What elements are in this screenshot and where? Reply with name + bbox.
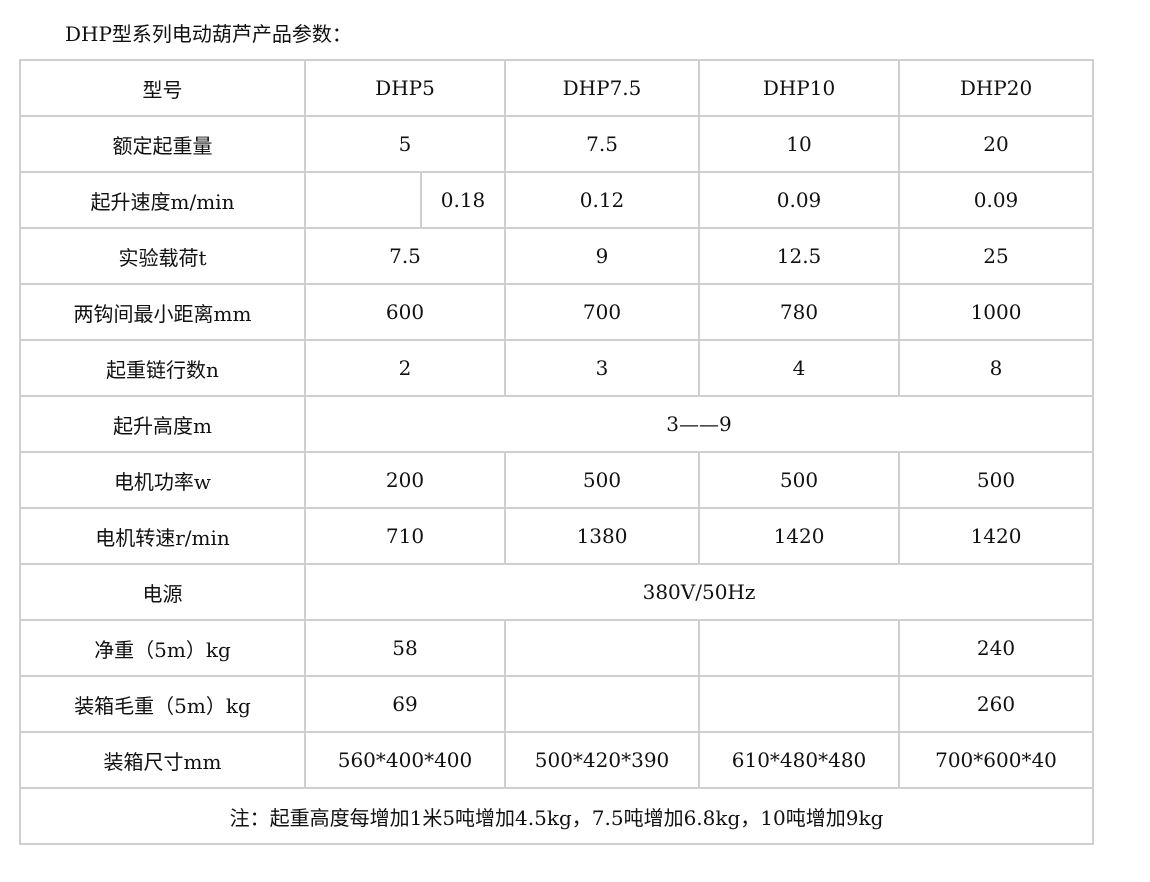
table-row: 实验载荷t 7.5 9 12.5 25 — [19, 227, 1095, 285]
value-cell — [698, 619, 901, 677]
product-parameters-table: 型号 DHP5 DHP7.5 DHP10 DHP20 额定起重量 5 7.5 10 20… — [18, 59, 1095, 845]
value-cell: 4 — [698, 339, 901, 397]
value-cell: 3 — [504, 339, 701, 397]
value-cell: 25 — [898, 227, 1095, 285]
value-cell: 58 — [303, 619, 507, 677]
row-label: 两钩间最小距离mm — [19, 283, 306, 341]
row-label: 装箱毛重（5m）kg — [19, 675, 306, 733]
value-cell — [504, 675, 701, 733]
value-cell: 0.09 — [698, 171, 901, 229]
value-cell: 260 — [898, 675, 1095, 733]
value-cell — [698, 675, 901, 733]
table-row: 装箱毛重（5m）kg 69 260 — [19, 675, 1095, 733]
table-header-row: 型号 DHP5 DHP7.5 DHP10 DHP20 — [19, 59, 1095, 117]
value-cell: 0.09 — [898, 171, 1095, 229]
value-cell: 0.18 — [419, 171, 507, 229]
row-label: 装箱尺寸mm — [19, 731, 306, 789]
value-cell: 500 — [504, 451, 701, 509]
value-cell: 500 — [898, 451, 1095, 509]
table-row: 两钩间最小距离mm 600 700 780 1000 — [19, 283, 1095, 341]
merged-value-cell: 380V/50Hz — [303, 563, 1095, 621]
header-label: 型号 — [19, 59, 306, 117]
model-header: DHP7.5 — [504, 59, 701, 117]
value-cell: 700*600*40 — [898, 731, 1095, 789]
table-row: 装箱尺寸mm 560*400*400 500*420*390 610*480*480 7… — [19, 731, 1095, 789]
value-cell: 240 — [898, 619, 1095, 677]
value-cell: 200 — [303, 451, 507, 509]
row-label: 起重链行数n — [19, 339, 306, 397]
value-cell — [504, 619, 701, 677]
value-cell: 780 — [698, 283, 901, 341]
value-cell: 710 — [303, 507, 507, 565]
value-cell: 610*480*480 — [698, 731, 901, 789]
model-header: DHP20 — [898, 59, 1095, 117]
row-label: 净重（5m）kg — [19, 619, 306, 677]
table-row: 电机功率w 200 500 500 500 — [19, 451, 1095, 509]
note-row: 注：起重高度每增加1米5吨增加4.5kg，7.5吨增加6.8kg，10吨增加9k… — [18, 787, 1095, 845]
row-label: 起升速度m/min — [19, 171, 306, 229]
value-cell: 500*420*390 — [504, 731, 701, 789]
value-cell: 2 — [303, 339, 507, 397]
table-row: 额定起重量 5 7.5 10 20 — [19, 115, 1095, 173]
value-cell: 1420 — [698, 507, 901, 565]
value-cell: 500 — [698, 451, 901, 509]
value-cell: 9 — [504, 227, 701, 285]
table-row: 起升高度m 3——9 — [19, 395, 1095, 453]
value-cell: 560*400*400 — [303, 731, 507, 789]
value-cell: 0.12 — [504, 171, 701, 229]
row-label: 电源 — [19, 563, 306, 621]
model-header: DHP10 — [698, 59, 901, 117]
merged-value-cell: 3——9 — [303, 395, 1095, 453]
value-cell: 700 — [504, 283, 701, 341]
value-cell: 1000 — [898, 283, 1095, 341]
row-label: 电机转速r/min — [19, 507, 306, 565]
value-cell: 1420 — [898, 507, 1095, 565]
value-cell: 69 — [303, 675, 507, 733]
table-row: 电机转速r/min 710 1380 1420 1420 — [19, 507, 1095, 565]
table-row: 起重链行数n 2 3 4 8 — [19, 339, 1095, 397]
value-cell: 12.5 — [698, 227, 901, 285]
value-cell: 7.5 — [504, 115, 701, 173]
value-cell: 1380 — [504, 507, 701, 565]
value-cell: 10 — [698, 115, 901, 173]
value-cell: 600 — [303, 283, 507, 341]
row-label: 电机功率w — [19, 451, 306, 509]
value-cell: 8 — [898, 339, 1095, 397]
row-label: 实验载荷t — [19, 227, 306, 285]
row-label: 额定起重量 — [19, 115, 306, 173]
table-row: 净重（5m）kg 58 240 — [19, 619, 1095, 677]
table-row: 电源 380V/50Hz — [19, 563, 1095, 621]
value-cell: 7.5 — [303, 227, 507, 285]
row-label: 起升高度m — [19, 395, 306, 453]
table-row: 起升速度m/min 0.18 0.12 0.09 0.09 — [19, 171, 1095, 229]
value-cell: 5 — [303, 115, 507, 173]
document-title: DHP型系列电动葫芦产品参数： — [65, 22, 352, 46]
value-cell: 20 — [898, 115, 1095, 173]
model-header: DHP5 — [303, 59, 507, 117]
value-cell — [304, 171, 422, 229]
table-note: 注：起重高度每增加1米5吨增加4.5kg，7.5吨增加6.8kg，10吨增加9k… — [18, 787, 1095, 845]
